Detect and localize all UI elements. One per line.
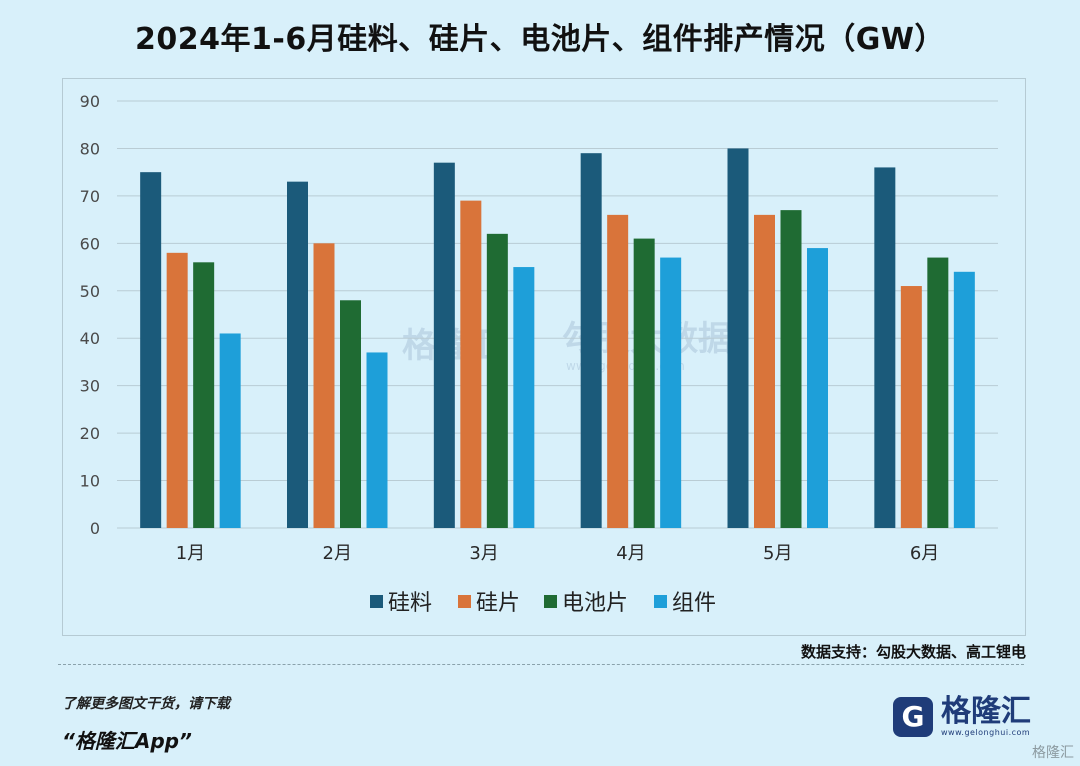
- y-tick-label: 60: [80, 234, 100, 253]
- bar-电池片-4月: [633, 238, 655, 529]
- divider: [58, 664, 1024, 665]
- bar-硅料-4月: [580, 153, 602, 528]
- bar-硅料-5月: [727, 148, 749, 528]
- x-tick-label: 6月: [910, 543, 939, 564]
- bar-电池片-6月: [927, 257, 949, 528]
- legend-swatch: [458, 595, 471, 608]
- bar-组件-4月: [660, 257, 682, 528]
- bar-电池片-1月: [193, 262, 215, 528]
- bar-电池片-2月: [340, 300, 361, 528]
- bar-电池片-5月: [780, 210, 802, 528]
- app-name: “格隆汇App”: [62, 729, 192, 753]
- y-tick-label: 30: [80, 377, 100, 396]
- y-tick-label: 20: [80, 424, 100, 443]
- y-tick-label: 10: [80, 472, 100, 491]
- promo-line: 了解更多图文干货，请下载: [62, 696, 230, 712]
- bar-组件-5月: [807, 248, 828, 529]
- bar-组件-6月: [953, 271, 975, 528]
- bar-硅料-1月: [140, 172, 162, 528]
- y-tick-label: 70: [80, 187, 100, 206]
- y-tick-label: 80: [80, 139, 100, 158]
- bar-组件-2月: [366, 352, 388, 528]
- legend-label: 电池片: [562, 591, 628, 616]
- y-tick-label: 50: [80, 282, 100, 301]
- logo-text: 格隆汇: [941, 694, 1031, 729]
- x-tick-label: 3月: [469, 543, 498, 564]
- bar-硅片-5月: [754, 214, 775, 528]
- logo-url: www.gelonghui.com: [941, 728, 1031, 737]
- x-tick-label: 1月: [176, 543, 205, 564]
- bar-硅片-6月: [900, 286, 922, 528]
- legend-swatch: [370, 595, 383, 608]
- legend-label: 硅料: [388, 591, 432, 616]
- bar-chart: 格隆汇 勾股大数据 www.gogudata.com 0102030405060…: [80, 92, 998, 616]
- legend-label: 硅片: [476, 591, 520, 616]
- bar-硅料-2月: [287, 181, 308, 528]
- y-tick-label: 40: [80, 329, 100, 348]
- data-source: 数据支持：勾股大数据、高工锂电: [800, 643, 1026, 661]
- bar-硅片-3月: [460, 200, 482, 528]
- y-tick-label: 0: [90, 519, 100, 538]
- legend-swatch: [544, 595, 557, 608]
- corner-watermark: 格隆汇: [1032, 745, 1074, 761]
- bar-组件-3月: [513, 267, 535, 528]
- chart-frame: [62, 78, 1026, 636]
- bar-硅片-1月: [166, 252, 188, 529]
- chart-title: 2024年1-6月硅料、硅片、电池片、组件排产情况（GW）: [135, 22, 945, 57]
- legend-swatch: [654, 595, 667, 608]
- x-tick-label: 5月: [763, 543, 792, 564]
- bar-硅片-4月: [607, 214, 629, 528]
- brand-logo[interactable]: G 格隆汇 www.gelonghui.com: [893, 696, 1031, 737]
- x-tick-label: 2月: [323, 543, 352, 564]
- y-tick-label: 90: [80, 92, 100, 111]
- bar-电池片-3月: [486, 233, 508, 528]
- bar-硅料-6月: [874, 167, 896, 528]
- bar-组件-1月: [219, 333, 241, 528]
- legend-label: 组件: [672, 591, 716, 616]
- x-tick-label: 4月: [616, 543, 645, 564]
- bar-硅片-2月: [313, 243, 335, 529]
- logo-g-icon: G: [893, 696, 933, 737]
- bar-硅料-3月: [433, 162, 455, 528]
